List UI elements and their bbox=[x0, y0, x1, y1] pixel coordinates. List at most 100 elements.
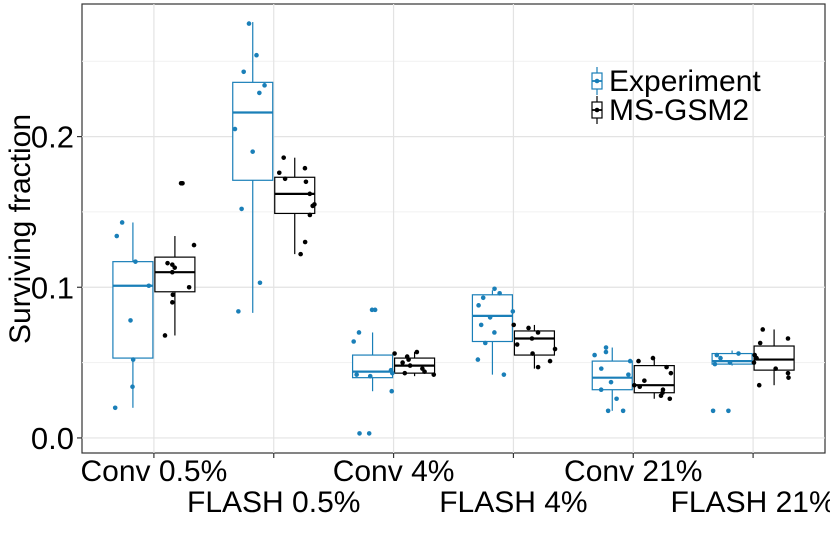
data-point bbox=[133, 259, 138, 264]
data-point bbox=[785, 336, 791, 341]
data-point bbox=[400, 360, 405, 365]
data-point bbox=[302, 239, 308, 245]
data-point bbox=[603, 345, 609, 350]
data-point bbox=[664, 364, 669, 370]
data-point bbox=[786, 375, 791, 380]
box bbox=[591, 360, 633, 391]
data-point bbox=[714, 352, 720, 358]
data-point bbox=[552, 346, 558, 352]
data-point bbox=[547, 358, 553, 364]
data-point bbox=[119, 220, 125, 225]
data-point bbox=[614, 396, 619, 402]
data-point bbox=[276, 170, 282, 176]
data-point bbox=[307, 212, 313, 218]
box bbox=[513, 330, 556, 356]
data-point bbox=[510, 309, 516, 314]
data-point bbox=[130, 357, 136, 362]
data-point bbox=[162, 333, 168, 338]
data-point bbox=[726, 408, 731, 414]
data-point bbox=[482, 340, 488, 346]
data-point bbox=[667, 396, 673, 402]
legend-label: MS-GSM2 bbox=[609, 94, 749, 127]
data-point bbox=[773, 366, 778, 371]
data-point bbox=[637, 384, 643, 390]
data-point bbox=[232, 126, 238, 132]
data-point bbox=[262, 83, 267, 88]
data-point bbox=[598, 366, 604, 371]
data-point bbox=[526, 325, 531, 331]
data-point bbox=[636, 358, 641, 364]
data-point bbox=[756, 382, 762, 388]
data-point bbox=[302, 165, 308, 171]
data-point bbox=[257, 90, 262, 96]
data-point bbox=[366, 431, 372, 436]
data-point bbox=[529, 336, 535, 341]
data-point bbox=[369, 307, 375, 313]
data-point bbox=[241, 69, 246, 75]
data-point bbox=[191, 242, 197, 248]
data-point bbox=[389, 388, 395, 394]
data-point bbox=[310, 203, 315, 209]
data-point bbox=[627, 358, 633, 364]
box bbox=[471, 294, 514, 343]
data-point bbox=[392, 351, 397, 356]
box bbox=[112, 261, 154, 359]
data-point bbox=[307, 191, 313, 197]
data-point bbox=[146, 283, 152, 289]
x-tick-label: Conv 21% bbox=[564, 455, 702, 488]
data-point bbox=[170, 292, 176, 298]
data-point bbox=[402, 370, 408, 376]
data-point bbox=[492, 286, 497, 292]
data-point bbox=[112, 405, 118, 411]
data-point bbox=[718, 355, 723, 361]
data-point bbox=[170, 300, 175, 305]
data-point bbox=[165, 260, 170, 266]
data-point bbox=[475, 357, 481, 362]
data-point bbox=[620, 408, 626, 414]
data-point bbox=[130, 384, 135, 390]
data-point bbox=[760, 327, 766, 332]
x-tick-label: FLASH 4% bbox=[439, 486, 587, 519]
box bbox=[232, 81, 274, 181]
data-point bbox=[710, 408, 716, 414]
data-point bbox=[431, 372, 437, 377]
data-point bbox=[128, 318, 133, 323]
data-point bbox=[712, 361, 718, 367]
data-point bbox=[178, 180, 184, 186]
legend-label: Experiment bbox=[609, 65, 761, 98]
data-point bbox=[356, 330, 362, 335]
data-point bbox=[668, 370, 674, 376]
data-point bbox=[186, 284, 192, 290]
data-point bbox=[650, 355, 656, 361]
data-point bbox=[535, 330, 541, 335]
data-point bbox=[608, 379, 614, 385]
data-point bbox=[357, 431, 362, 436]
data-point bbox=[785, 370, 791, 376]
data-point bbox=[605, 408, 611, 414]
data-point bbox=[535, 364, 541, 370]
data-point bbox=[501, 372, 507, 377]
data-point bbox=[487, 315, 493, 320]
x-tick-label: Conv 0.5% bbox=[81, 455, 228, 488]
data-point bbox=[281, 155, 286, 160]
data-point bbox=[631, 382, 637, 388]
data-point bbox=[254, 52, 259, 58]
data-point bbox=[751, 360, 757, 365]
data-point bbox=[658, 393, 664, 399]
data-point bbox=[626, 372, 631, 377]
data-point bbox=[530, 351, 535, 356]
data-point bbox=[407, 363, 413, 368]
data-point bbox=[598, 387, 604, 393]
y-tick-label: 0.1 bbox=[31, 270, 74, 305]
data-point bbox=[282, 176, 288, 182]
data-point bbox=[298, 251, 303, 257]
box bbox=[711, 352, 753, 365]
data-point bbox=[754, 355, 759, 361]
data-point bbox=[354, 372, 359, 377]
data-point bbox=[511, 322, 517, 328]
point-layer bbox=[112, 21, 791, 436]
data-point bbox=[727, 360, 733, 365]
